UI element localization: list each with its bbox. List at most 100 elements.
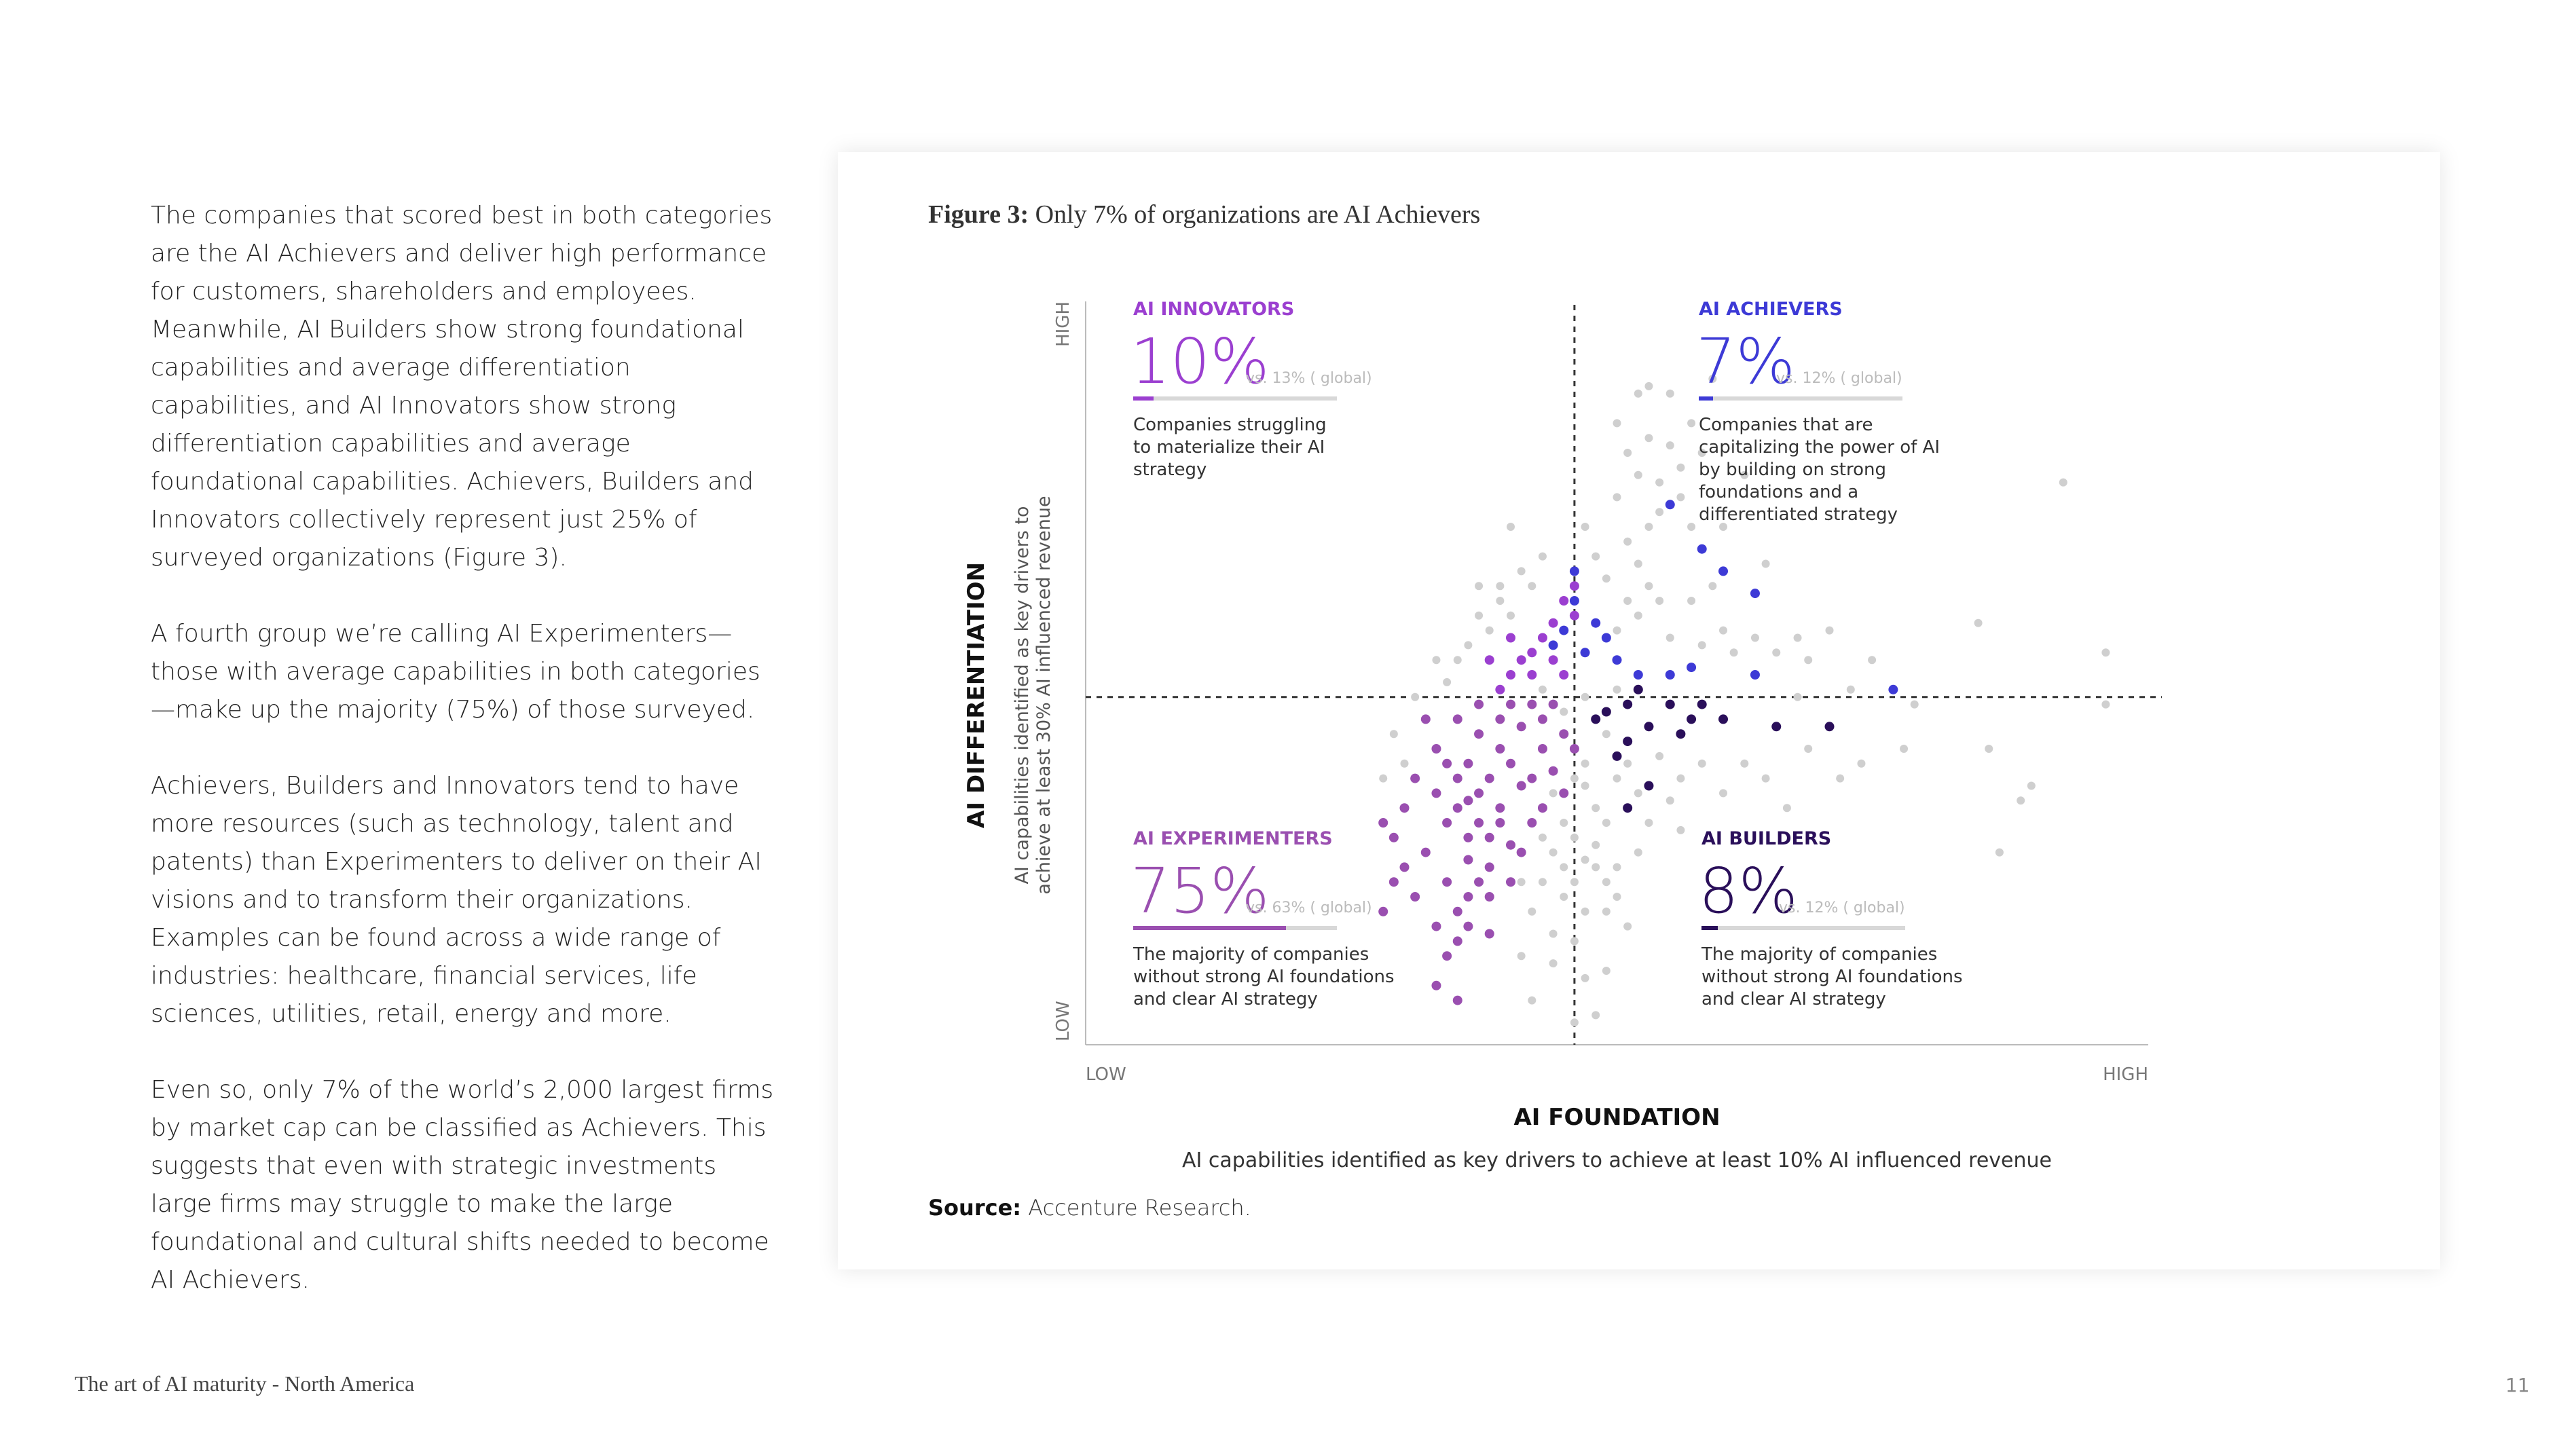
- data-point: [1601, 707, 1611, 717]
- data-point: [1804, 745, 1813, 753]
- data-point: [1687, 714, 1697, 724]
- data-point: [1570, 833, 1579, 842]
- data-point: [1644, 434, 1653, 443]
- quadrant-percent: 7%: [1696, 325, 1795, 398]
- quadrant-description: capitalizing the power of AI: [1699, 437, 1940, 458]
- data-point: [1569, 596, 1579, 606]
- data-point: [1463, 832, 1473, 842]
- data-point: [1379, 774, 1388, 783]
- axes: [1085, 301, 2162, 1045]
- data-point: [1538, 552, 1547, 561]
- data-point: [1559, 729, 1569, 739]
- data-point: [1388, 877, 1399, 887]
- quadrant-description: Companies that are: [1699, 415, 1873, 435]
- data-point: [1496, 582, 1505, 591]
- quadrant-percent: 8%: [1699, 855, 1798, 927]
- data-point: [1644, 382, 1653, 390]
- data-point: [1687, 523, 1696, 531]
- data-point: [1623, 449, 1632, 457]
- quadrant-description: and clear AI strategy: [1133, 989, 1318, 1009]
- data-point: [1474, 877, 1484, 887]
- data-point: [1580, 648, 1590, 658]
- data-point: [1516, 722, 1526, 732]
- data-point: [1708, 375, 1717, 383]
- data-point: [1581, 781, 1589, 790]
- data-point: [1581, 907, 1589, 916]
- data-point: [1613, 774, 1621, 783]
- data-point: [1569, 610, 1579, 620]
- data-point: [1666, 441, 1674, 450]
- data-point: [1495, 803, 1505, 813]
- data-point: [1452, 906, 1462, 916]
- data-point: [1697, 641, 1706, 650]
- data-point: [1484, 929, 1494, 939]
- data-point: [1750, 670, 1760, 680]
- data-point: [1591, 552, 1600, 561]
- paragraph: A fourth group we’re calling AI Experime…: [151, 620, 760, 724]
- data-point: [1634, 559, 1642, 568]
- data-point: [1634, 389, 1642, 398]
- paragraph: The companies that scored best in both c…: [151, 202, 773, 572]
- data-point: [1549, 789, 1558, 798]
- quadrant-description: differentiated strategy: [1699, 504, 1898, 525]
- source-label: Source:: [928, 1195, 1022, 1221]
- data-point: [1644, 819, 1653, 827]
- data-point: [1750, 589, 1760, 599]
- data-point: [1570, 774, 1579, 783]
- data-point: [1548, 655, 1558, 665]
- data-point: [1623, 597, 1632, 605]
- data-point: [1676, 729, 1686, 739]
- data-point: [2017, 796, 2025, 805]
- footer-title: The art of AI maturity - North America: [75, 1371, 415, 1396]
- data-point: [1569, 566, 1579, 576]
- data-point: [1452, 803, 1462, 813]
- y-tick-label: HIGH: [1053, 301, 1073, 347]
- data-point: [1910, 700, 1919, 709]
- data-point: [1665, 500, 1675, 510]
- data-point: [1602, 907, 1611, 916]
- data-point: [1389, 730, 1398, 739]
- data-point: [1496, 597, 1505, 605]
- data-point: [1474, 729, 1484, 739]
- data-point: [1613, 863, 1621, 872]
- paragraph: Achievers, Builders and Innovators tend …: [151, 772, 762, 1028]
- data-point: [1644, 582, 1653, 591]
- data-point: [1399, 862, 1410, 872]
- figure-card: Figure 3: Only 7% of organizations are A…: [838, 152, 2440, 1269]
- data-point: [1740, 759, 1749, 768]
- x-axis-title: AI FOUNDATION: [1513, 1104, 1720, 1131]
- data-point: [1697, 759, 1706, 768]
- data-point: [1474, 788, 1484, 798]
- source-note: Source: Accenture Research.: [928, 1195, 1251, 1221]
- data-point: [1548, 618, 1558, 628]
- data-point: [1613, 419, 1621, 428]
- data-point: [1601, 633, 1611, 643]
- data-point: [1772, 648, 1781, 657]
- data-point: [1517, 952, 1526, 961]
- y-tick-label: LOW: [1053, 1001, 1073, 1041]
- data-point: [1400, 759, 1409, 768]
- figure-title: Figure 3: Only 7% of organizations are A…: [928, 200, 1480, 229]
- quadrant-description: foundations and a: [1699, 482, 1858, 502]
- data-point: [1708, 582, 1717, 591]
- data-point: [1602, 878, 1611, 887]
- data-point: [1463, 758, 1473, 768]
- data-point: [1559, 625, 1569, 635]
- data-point: [1410, 773, 1420, 783]
- quadrant-compare: vs. 12% ( global): [1779, 899, 1905, 916]
- data-point: [1824, 722, 1835, 732]
- data-point: [1974, 618, 1983, 627]
- quadrant-name: AI BUILDERS: [1701, 828, 1831, 849]
- data-point: [1750, 633, 1759, 642]
- data-point: [1443, 677, 1452, 686]
- data-point: [1527, 818, 1537, 828]
- data-point: [1463, 892, 1473, 902]
- data-point: [1634, 611, 1642, 620]
- quadrant-name: AI ACHIEVERS: [1699, 299, 1843, 320]
- data-point: [1602, 730, 1611, 739]
- quadrant-bar-track: [1699, 396, 1902, 401]
- data-point: [2101, 700, 2110, 709]
- data-point: [1569, 581, 1579, 591]
- data-point: [1442, 818, 1452, 828]
- data-point: [1495, 818, 1505, 828]
